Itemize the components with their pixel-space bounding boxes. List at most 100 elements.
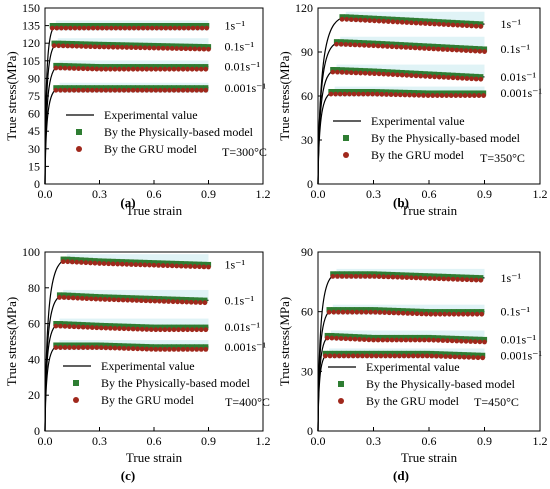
physical-model-marker <box>189 344 195 350</box>
physical-model-marker <box>179 296 185 303</box>
physical-model-marker <box>348 271 354 277</box>
legend-circle-swatch <box>343 152 349 158</box>
physical-model-marker <box>66 321 73 327</box>
legend-label: By the Physically-based model <box>371 131 521 145</box>
physical-model-marker <box>463 336 469 342</box>
gru-model-marker <box>377 310 383 315</box>
physical-model-marker <box>94 63 100 70</box>
gru-model-marker <box>326 309 332 315</box>
gru-model-marker <box>206 46 211 52</box>
gru-model-marker <box>127 25 132 31</box>
physical-model-marker <box>139 324 145 330</box>
gru-model-marker <box>473 76 479 82</box>
gru-model-marker <box>171 346 177 352</box>
gru-model-marker <box>384 337 390 343</box>
physical-model-marker <box>112 323 118 329</box>
gru-model-marker <box>58 87 63 93</box>
gru-model-marker <box>101 261 107 266</box>
strain-rate-label: 0.1s⁻¹ <box>501 305 531 319</box>
gru-model-marker <box>112 325 118 331</box>
gru-model-marker <box>413 275 419 281</box>
physical-model-marker <box>339 271 345 277</box>
gru-model-marker <box>158 25 164 31</box>
physical-model-marker <box>178 261 184 267</box>
physical-model-marker <box>353 14 359 20</box>
gru-model-marker <box>180 346 186 352</box>
physical-model-marker <box>107 64 113 70</box>
gru-model-marker <box>140 25 146 31</box>
physical-model-marker <box>162 85 168 91</box>
y-tick-label: 0 <box>34 177 40 191</box>
physical-model-marker <box>444 335 451 341</box>
y-tick-label: 30 <box>301 364 313 378</box>
physical-model-marker <box>138 295 144 301</box>
gru-model-marker <box>428 311 434 317</box>
gru-model-marker <box>119 44 125 50</box>
gru-model-marker <box>184 299 190 305</box>
y-axis-title: True stress(MPa) <box>4 51 19 140</box>
gru-model-marker <box>347 42 353 48</box>
gru-model-marker <box>476 93 482 98</box>
gru-model-marker <box>404 20 410 25</box>
gru-model-marker <box>365 91 371 97</box>
physical-model-marker <box>463 45 469 51</box>
physical-model-marker <box>431 43 437 49</box>
gru-model-marker <box>380 337 386 343</box>
physical-model-marker <box>154 23 160 29</box>
gru-model-marker <box>429 353 435 359</box>
physical-model-marker <box>375 40 381 47</box>
physical-model-marker <box>419 308 425 315</box>
physical-model-marker <box>175 344 182 350</box>
gru-model-marker <box>81 25 87 31</box>
physical-model-marker <box>66 63 73 69</box>
physical-model-marker <box>71 63 77 69</box>
physical-model-marker <box>194 324 200 330</box>
gru-model-marker <box>139 66 145 72</box>
physical-model-marker <box>357 271 364 277</box>
gru-model-marker <box>385 19 391 24</box>
physical-model-marker <box>175 64 182 70</box>
physical-model-marker <box>187 261 193 267</box>
gru-model-marker <box>338 336 344 341</box>
gru-model-marker <box>328 91 334 97</box>
gru-model-marker <box>139 326 145 332</box>
physical-model-marker <box>459 73 465 79</box>
physical-model-marker <box>385 69 391 75</box>
physical-model-marker <box>125 85 132 91</box>
physical-model-marker <box>62 85 68 91</box>
physical-model-marker <box>157 344 163 350</box>
gru-model-marker <box>323 353 328 359</box>
physical-model-marker <box>166 344 173 350</box>
physical-model-marker <box>56 292 63 298</box>
x-tick-label: 0.6 <box>147 434 162 448</box>
gru-model-marker <box>427 21 433 27</box>
physical-model-marker <box>339 67 345 73</box>
physical-model-marker <box>471 90 477 96</box>
x-tick-label: 1.2 <box>533 434 548 448</box>
physical-model-marker <box>416 90 422 96</box>
gru-model-marker <box>142 262 148 268</box>
physical-model-marker <box>144 64 150 70</box>
gru-model-marker <box>162 327 168 333</box>
gru-model-marker <box>130 346 136 352</box>
gru-model-marker <box>412 337 418 343</box>
physical-model-marker <box>347 39 353 45</box>
physical-model-marker <box>398 42 404 48</box>
legend-label: Experimental value <box>104 108 198 122</box>
physical-model-marker <box>116 323 123 329</box>
gru-model-marker <box>72 25 78 31</box>
gru-model-marker <box>88 296 94 302</box>
physical-model-marker <box>63 23 69 29</box>
gru-model-marker <box>203 327 209 333</box>
gru-model-marker <box>103 325 109 331</box>
gru-model-marker <box>153 66 159 72</box>
gru-model-marker <box>76 324 82 330</box>
physical-model-marker <box>180 64 186 70</box>
physical-model-marker <box>87 257 94 264</box>
gru-model-marker <box>85 66 91 72</box>
physical-model-marker <box>89 322 95 328</box>
gru-model-marker <box>327 353 333 359</box>
gru-model-marker <box>54 25 60 31</box>
physical-model-marker <box>451 309 457 315</box>
gru-model-marker <box>396 310 401 316</box>
